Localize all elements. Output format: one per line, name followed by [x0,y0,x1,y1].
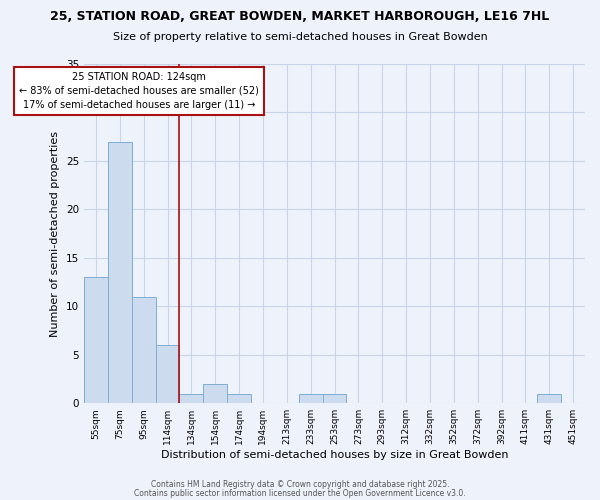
Bar [132,296,155,404]
Text: 25, STATION ROAD, GREAT BOWDEN, MARKET HARBOROUGH, LE16 7HL: 25, STATION ROAD, GREAT BOWDEN, MARKET H… [50,10,550,23]
X-axis label: Distribution of semi-detached houses by size in Great Bowden: Distribution of semi-detached houses by … [161,450,508,460]
Bar [323,394,346,404]
Bar [179,394,203,404]
Text: Contains HM Land Registry data © Crown copyright and database right 2025.: Contains HM Land Registry data © Crown c… [151,480,449,489]
Bar [108,142,132,404]
Bar [155,345,179,404]
Bar [227,394,251,404]
Bar [299,394,323,404]
Bar [537,394,561,404]
Text: 25 STATION ROAD: 124sqm
← 83% of semi-detached houses are smaller (52)
17% of se: 25 STATION ROAD: 124sqm ← 83% of semi-de… [19,72,259,110]
Bar [203,384,227,404]
Bar [84,278,108,404]
Text: Contains public sector information licensed under the Open Government Licence v3: Contains public sector information licen… [134,488,466,498]
Text: Size of property relative to semi-detached houses in Great Bowden: Size of property relative to semi-detach… [113,32,487,42]
Y-axis label: Number of semi-detached properties: Number of semi-detached properties [50,130,61,336]
